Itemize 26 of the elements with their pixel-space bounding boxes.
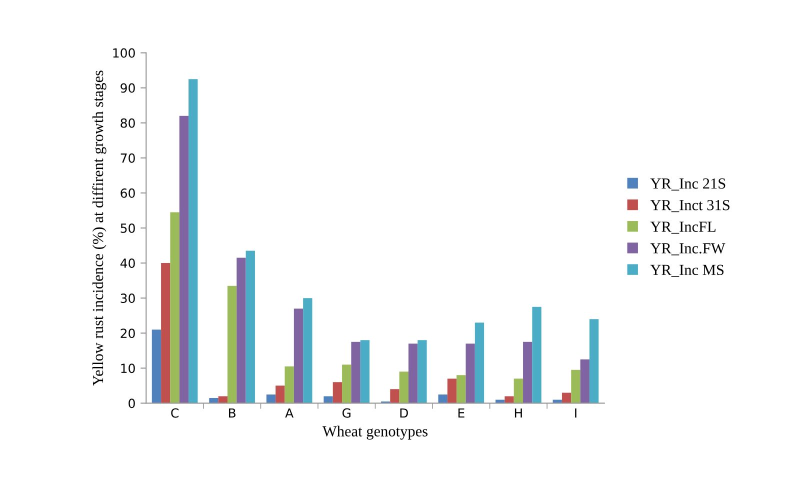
y-axis-title: Yellow rust incidence (%) at diffirent growth stages xyxy=(92,70,106,386)
y-tick-label: 50 xyxy=(120,223,135,233)
y-tick-label: 80 xyxy=(120,118,135,128)
y-tick-label: 30 xyxy=(120,294,135,304)
y-tick-label: 20 xyxy=(120,328,135,338)
y-tick-label: 0 xyxy=(128,398,135,408)
legend-label: YR_Inc 21S xyxy=(650,178,726,191)
x-tick-label: D xyxy=(400,408,408,418)
y-tick-label: 90 xyxy=(120,83,135,93)
x-tick-label: A xyxy=(285,408,294,418)
y-tick-label: 60 xyxy=(120,188,135,198)
y-tick-label: 100 xyxy=(113,48,135,58)
x-axis-title: Wheat genotypes xyxy=(322,426,428,440)
legend-label: YR_Inc MS xyxy=(650,264,724,277)
x-tick-label: B xyxy=(229,408,236,418)
legend-label: YR_Inc.FW xyxy=(650,243,726,256)
x-tick-label: E xyxy=(458,408,464,418)
y-tick-label: 40 xyxy=(120,258,135,268)
x-tick-label: G xyxy=(342,408,350,418)
y-tick-label: 70 xyxy=(120,153,135,163)
y-tick-label: 10 xyxy=(121,364,135,374)
x-tick-label: H xyxy=(514,408,522,418)
legend-label: YR_Inct 31S xyxy=(650,200,730,212)
x-tick-label: I xyxy=(575,408,576,418)
x-tick-label: C xyxy=(171,408,178,418)
legend-label: YR_IncFL xyxy=(650,222,716,234)
